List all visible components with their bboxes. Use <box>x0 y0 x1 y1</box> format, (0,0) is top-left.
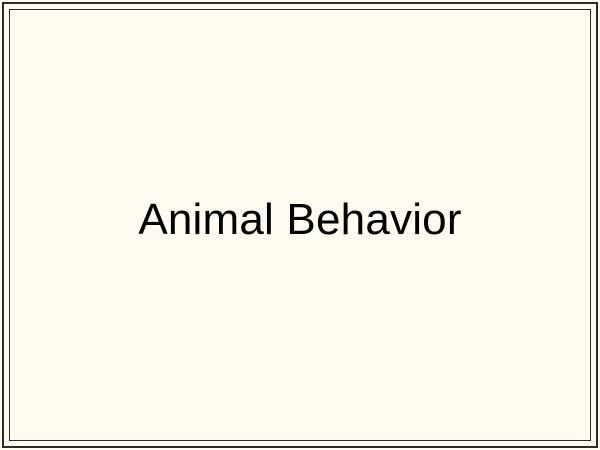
slide-title: Animal Behavior <box>138 195 462 244</box>
slide-inner-border <box>9 9 591 441</box>
